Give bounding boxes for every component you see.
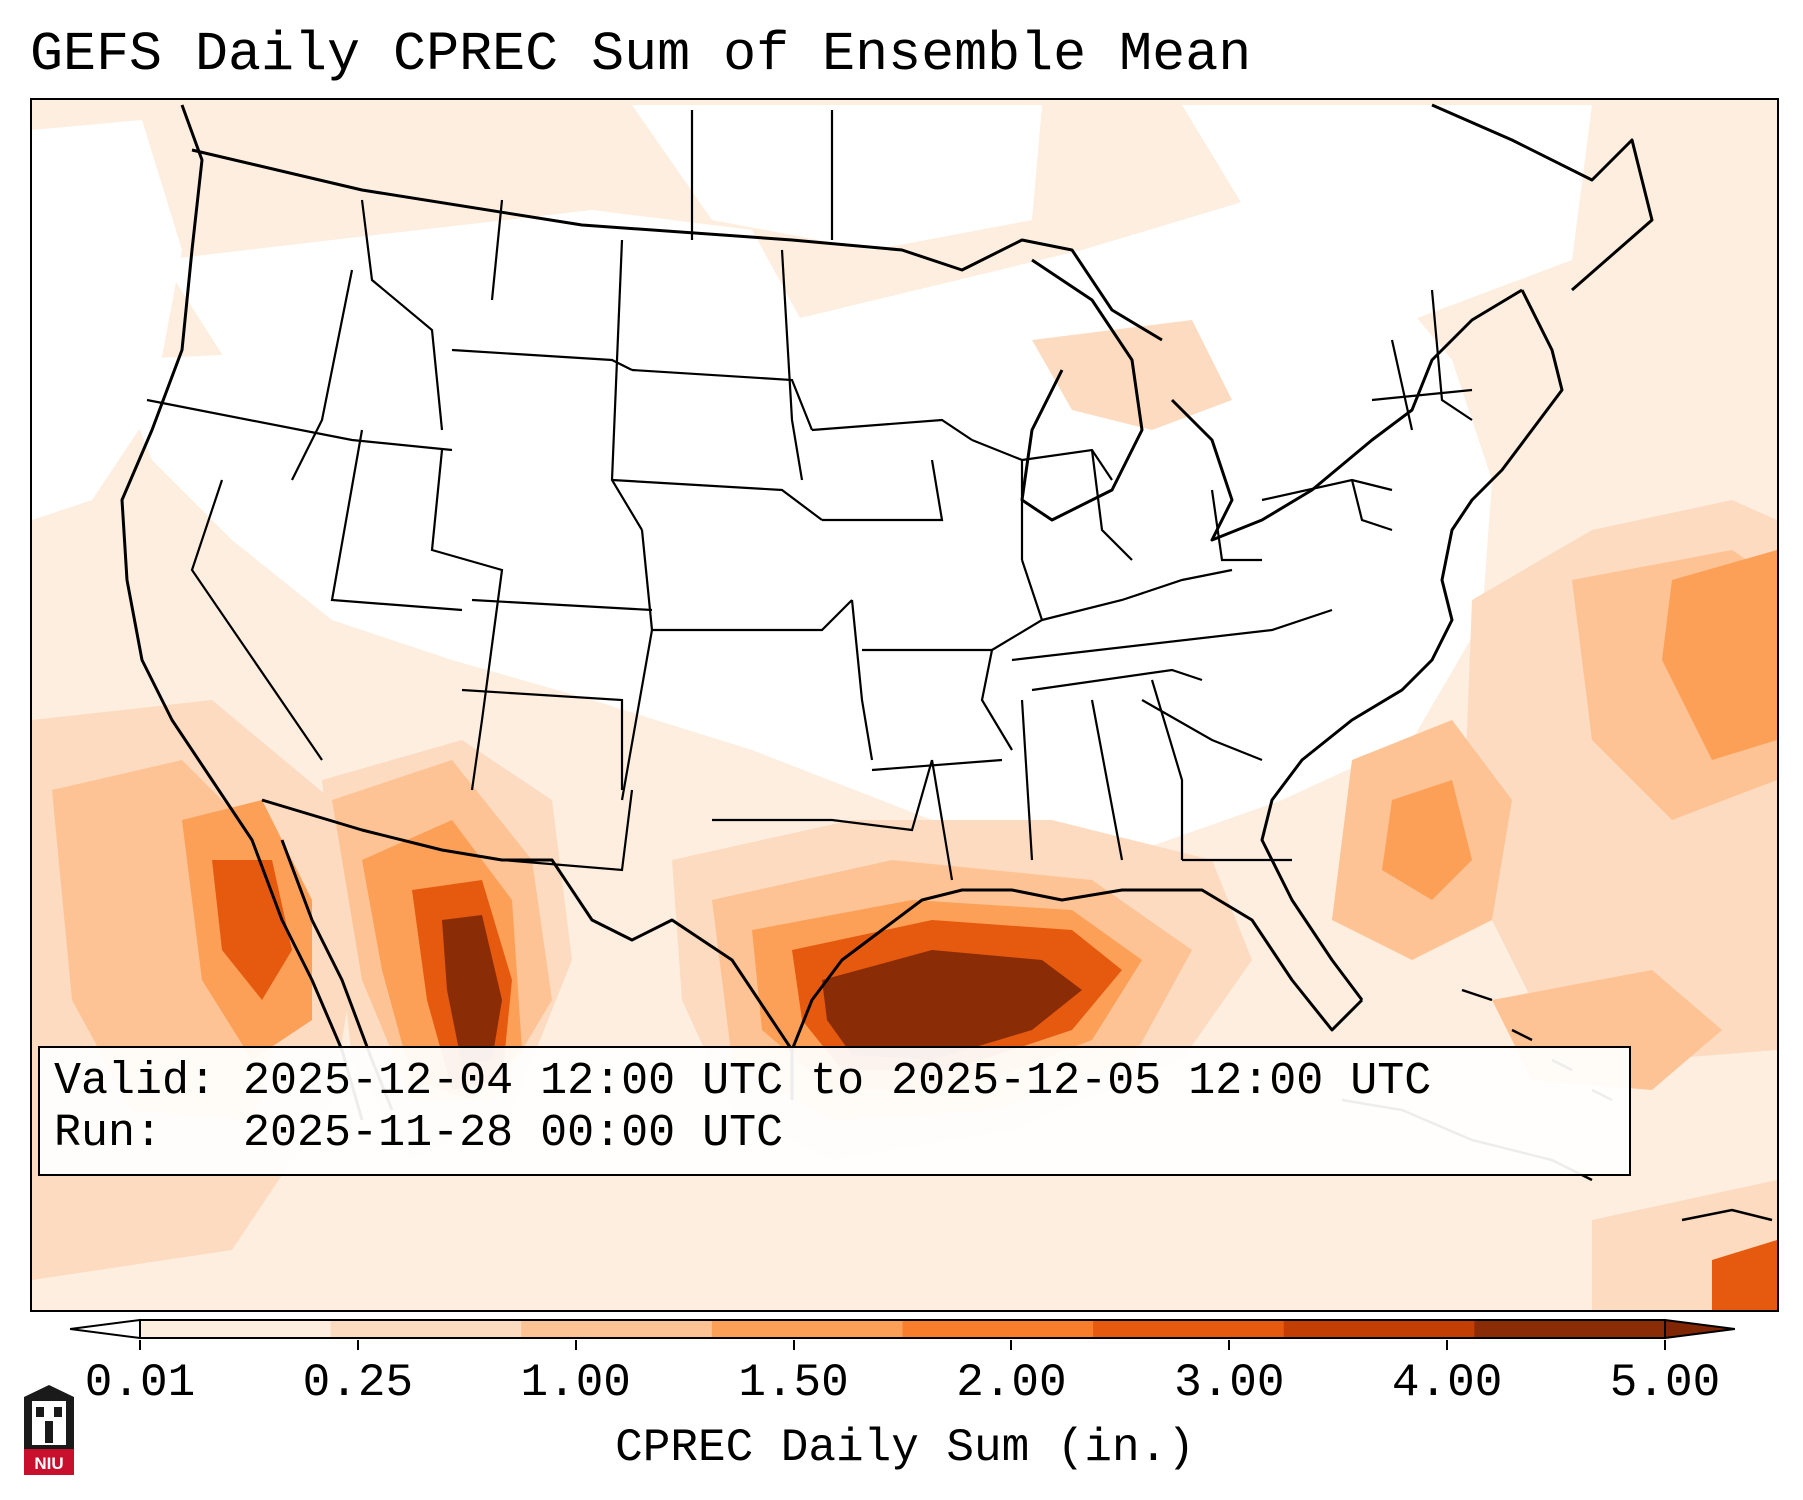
colorbar-segment: [330, 1320, 522, 1338]
coastlines-and-borders: [120, 103, 1654, 1121]
dry-area-pacific: [32, 120, 182, 520]
colorbar-tick-mark: [574, 1340, 577, 1350]
dry-area-quebec: [1182, 105, 1592, 320]
colorbar-tick-mark: [1010, 1340, 1013, 1350]
valid-run-info-box: Valid: 2025-12-04 12:00 UTC to 2025-12-0…: [38, 1046, 1631, 1176]
colorbar-tick-mark: [1664, 1340, 1666, 1350]
colorbar-segment: [711, 1320, 903, 1338]
niu-logo: NIU: [20, 1383, 78, 1479]
dry-area-canada: [632, 105, 1042, 250]
pacific-coastline: [120, 104, 364, 1121]
state-borders: [146, 110, 1473, 881]
extreme-precip-areas: [442, 915, 1082, 1065]
run-value: 2025-11-28 00:00 UTC: [243, 1108, 784, 1159]
run-label: Run:: [54, 1108, 163, 1159]
colorbar-under-extension: [70, 1318, 141, 1340]
colorbar-segment: [521, 1320, 713, 1338]
atlantic-coastline: [1260, 289, 1564, 1001]
colorbar-tick-mark: [1228, 1340, 1231, 1350]
colorbar-tick-mark: [356, 1340, 359, 1350]
logo-text: NIU: [34, 1454, 63, 1473]
colorbar-outline: [139, 1319, 1666, 1339]
colorbar-tick-mark: [1446, 1340, 1449, 1350]
us-mexico-border: [261, 798, 794, 1051]
map-title: GEFS Daily CPREC Sum of Ensemble Mean: [30, 23, 1252, 86]
colorbar-segment: [140, 1320, 332, 1338]
gulf-coastline: [790, 888, 1364, 1100]
valid-label: Valid:: [54, 1056, 217, 1107]
colorbar-tick-mark: [792, 1340, 795, 1350]
colorbar-tick-label: 0.01: [84, 1357, 196, 1409]
colorbar-tick-label: 3.00: [1174, 1357, 1285, 1409]
valid-value: 2025-12-04 12:00 UTC to 2025-12-05 12:00…: [243, 1056, 1432, 1107]
colorbar-tick-label: 1.50: [738, 1357, 849, 1409]
colorbar-segment: [1283, 1320, 1475, 1338]
us-canada-border: [191, 148, 1163, 342]
colorbar-label: CPREC Daily Sum (in.): [615, 1422, 1195, 1474]
colorbar-tick-label: 0.25: [302, 1357, 414, 1409]
lake-michigan-shore: [1020, 258, 1144, 522]
dry-area-north: [162, 210, 812, 370]
colorbar-segment: [902, 1320, 1094, 1338]
colorbar-tick-label: 5.00: [1609, 1357, 1721, 1409]
colorbar-over-extension: [1664, 1318, 1735, 1340]
canada-coastline-east: [1431, 103, 1654, 292]
colorbar-tick-mark: [139, 1340, 141, 1350]
colorbar-tick-label: 4.00: [1391, 1357, 1503, 1409]
colorbar-segment: [1093, 1320, 1285, 1338]
colorbar-tick-label: 1.00: [520, 1357, 631, 1409]
niu-logo-icon: NIU: [24, 1385, 74, 1475]
colorbar-tick-label: 2.00: [956, 1357, 1067, 1409]
colorbar: [70, 1318, 1735, 1340]
colorbar-segment: [1474, 1320, 1666, 1338]
